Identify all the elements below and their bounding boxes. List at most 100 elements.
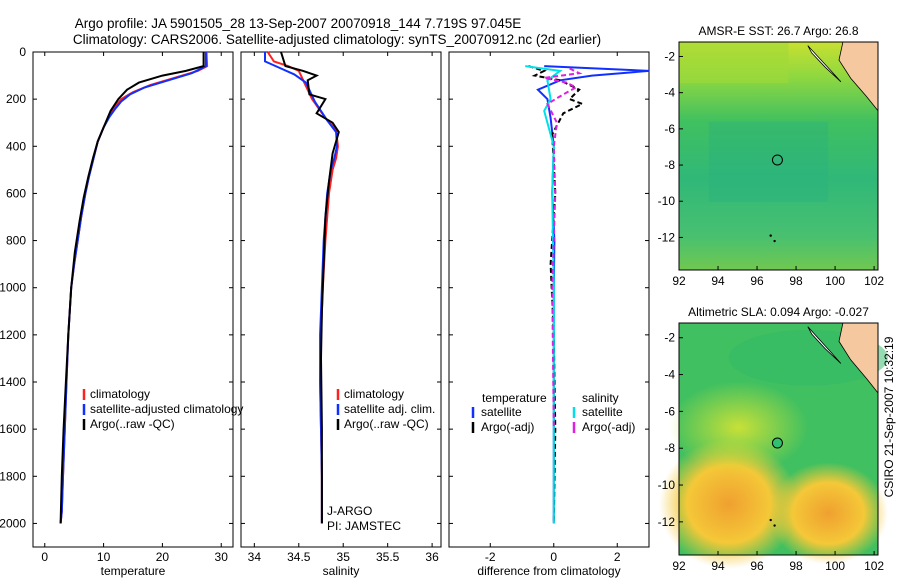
difference-xtick-label: -2: [485, 550, 496, 564]
salinity-panel: 34 34.5 35 35.5 36 salinity climatologysatelli…: [240, 51, 442, 578]
sst-map-xtick-label: 92: [672, 274, 686, 288]
sst-map-small-island: [773, 239, 776, 243]
difference-xaxis-label: difference from climatology: [477, 564, 620, 578]
temperature-series-line: [59, 52, 205, 524]
sla-field-high: [768, 462, 888, 565]
salinity-xtick-label: 36: [425, 550, 439, 564]
sla-map-xtick-label: 94: [711, 559, 725, 573]
sla-map-small-island: [769, 518, 772, 522]
sst-map-xtick-label: 102: [864, 274, 884, 288]
salinity-legend-label: Argo(..raw -QC): [344, 417, 429, 431]
sla-field-high: [659, 439, 799, 569]
salinity-xaxis-label: salinity: [323, 564, 360, 578]
sla-field-mid: [669, 381, 809, 474]
sla-map-xtick-label: 102: [864, 559, 884, 573]
sla-map-island: [807, 326, 842, 364]
depth-tick-label: 400: [6, 139, 26, 153]
difference-legend-label: Argo(-adj): [582, 420, 635, 434]
salinity-xtick-label: 34: [248, 550, 262, 564]
depth-tick-label: 0: [19, 45, 26, 59]
sst-map-frame: [678, 41, 879, 271]
temperature-panel: 0 200 400 600 800 1000 1200 1400 1600 1800 2000 0 10…: [0, 45, 243, 578]
temperature-axes-frame: [32, 51, 234, 548]
depth-tick-label: 1800: [0, 469, 26, 483]
salinity-xtick-label: 35: [337, 550, 351, 564]
salinity-legend-label: satellite adj. clim.: [344, 402, 435, 416]
difference-legend-label: Argo(-adj): [481, 420, 534, 434]
sst-map-ytick-label: -12: [658, 230, 676, 244]
sla-map-ytick-label: -4: [664, 368, 675, 382]
sla-map-xtick-label: 98: [789, 559, 803, 573]
depth-tick-label: 200: [6, 92, 26, 106]
credit-label: CSIRO 21-Sep-2007 10:32:19: [882, 336, 896, 497]
sla-map-small-island: [773, 524, 776, 527]
difference-axes-frame: [448, 51, 650, 548]
sla-map-panel: 92 94 96 98 100 102 -2 -4 -6 -8 -10 -12 Altimetric S…: [658, 305, 888, 573]
sla-map-ytick-label: -10: [658, 478, 676, 492]
salinity-series-line: [264, 52, 339, 524]
salinity-legend-label: climatology: [344, 387, 404, 401]
sst-map-ytick-label: -4: [664, 86, 675, 100]
sst-map-ytick-label: -10: [658, 194, 676, 208]
sst-map-island: [807, 45, 842, 83]
sst-map-xtick-label: 98: [789, 274, 803, 288]
sst-field-warm: [679, 42, 789, 84]
temperature-xtick-label: 20: [156, 550, 170, 564]
sst-field-cool: [708, 121, 829, 202]
sst-map-xtick-label: 94: [711, 274, 725, 288]
annotation-pi: PI: JAMSTEC: [327, 519, 401, 533]
temperature-series-line: [59, 52, 207, 524]
temperature-series-line: [59, 51, 209, 524]
difference-series-line: [543, 67, 583, 430]
sla-map-argo-marker: [771, 437, 783, 449]
sla-map-frame: [678, 322, 879, 556]
sla-map-xtick-label: 92: [672, 559, 686, 573]
temperature-legend-label: climatology: [90, 387, 150, 401]
sst-map-xtick-label: 96: [750, 274, 764, 288]
depth-tick-label: 600: [6, 186, 26, 200]
sla-map-title: Altimetric SLA: 0.094 Argo: -0.027: [688, 305, 869, 319]
depth-tick-label: 1600: [0, 422, 26, 436]
sla-map-xtick-label: 100: [825, 559, 845, 573]
temperature-legend-label: satellite-adjusted climatology: [90, 402, 243, 416]
sla-map-xtick-label: 96: [750, 559, 764, 573]
temperature-xaxis-label: temperature: [101, 564, 166, 578]
sst-map-argo-marker: [771, 154, 783, 166]
sla-map-ytick-label: -2: [664, 331, 675, 345]
salinity-axes-frame: [240, 51, 442, 548]
sla-map-ytick-label: -12: [658, 515, 676, 529]
depth-tick-label: 1400: [0, 375, 26, 389]
sst-map-title: AMSR-E SST: 26.7 Argo: 26.8: [698, 24, 858, 38]
temperature-legend-label: Argo(..raw -QC): [90, 417, 175, 431]
salinity-series-line: [266, 51, 339, 524]
sst-map-xtick-label: 100: [825, 274, 845, 288]
difference-legend-label: satellite: [582, 405, 623, 419]
figure-title-line1: Argo profile: JA 5901505_28 13-Sep-2007 …: [75, 16, 522, 31]
legend-temperature-header: temperature: [482, 391, 547, 405]
depth-tick-label: 1000: [0, 281, 26, 295]
figure-title-line2: Climatology: CARS2006. Satellite-adjuste…: [73, 32, 601, 47]
salinity-xtick-label: 34.5: [287, 550, 311, 564]
salinity-xtick-label: 35.5: [376, 550, 400, 564]
difference-xtick-label: 0: [550, 550, 557, 564]
salinity-series-line: [280, 51, 340, 524]
depth-tick-label: 800: [6, 234, 26, 248]
sst-map-ytick-label: -8: [664, 158, 675, 172]
sla-map-ytick-label: -8: [664, 441, 675, 455]
difference-legend-label: satellite: [481, 405, 522, 419]
temperature-xtick-label: 10: [97, 550, 111, 564]
sst-map-ytick-label: -6: [664, 122, 675, 136]
difference-xtick-label: 2: [614, 550, 621, 564]
depth-tick-label: 2000: [0, 516, 26, 530]
temperature-xtick-label: 30: [215, 550, 229, 564]
sst-map-small-island: [769, 234, 772, 237]
annotation-jargo: J-ARGO: [327, 504, 372, 518]
legend-salinity-header: salinity: [582, 391, 619, 405]
sst-map-ytick-label: -2: [664, 49, 675, 63]
depth-tick-label: 1200: [0, 328, 26, 342]
temperature-xtick-label: 0: [41, 550, 48, 564]
sla-map-ytick-label: -6: [664, 404, 675, 418]
